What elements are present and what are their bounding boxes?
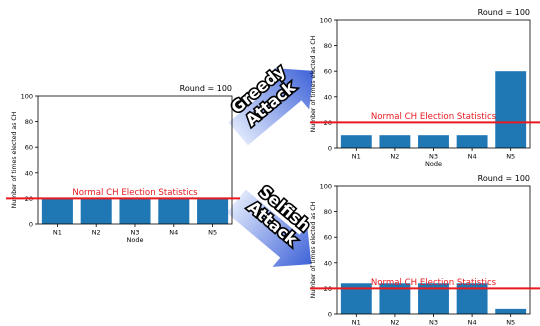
selfish-xtick-label-n5: N5 — [506, 319, 515, 326]
baseline-ytick-label-80: 80 — [25, 118, 33, 126]
selfish-ytick-label-0: 0 — [328, 311, 332, 319]
greedy-threshold-label: Normal CH Election Statistics — [371, 112, 497, 122]
baseline-chart: 020406080100N1N2N3N4N5Round = 100NodeNum… — [6, 84, 240, 244]
greedy-xtick-label-n3: N3 — [429, 153, 438, 161]
greedy-ytick-label-60: 60 — [324, 68, 332, 76]
baseline-ytick-label-100: 100 — [21, 93, 33, 101]
greedy-x-axis-label: Node — [425, 160, 442, 168]
greedy-bar-n4 — [456, 135, 488, 148]
selfish-bar-n5 — [495, 308, 527, 314]
baseline-bar-n3 — [119, 198, 151, 224]
selfish-ytick-label-80: 80 — [324, 208, 332, 216]
greedy-attack-chart: 020406080100N1N2N3N4N5Round = 100NodeNum… — [310, 8, 540, 168]
greedy-xtick-label-n4: N4 — [468, 153, 477, 161]
greedy-bar-n1 — [340, 135, 372, 148]
baseline-xtick-label-n2: N2 — [92, 229, 101, 237]
baseline-threshold-label: Normal CH Election Statistics — [72, 188, 198, 198]
selfish-chart-title: Round = 100 — [478, 174, 530, 183]
selfish-xtick-label-n3: N3 — [429, 319, 438, 326]
greedy-y-axis-label: Number of times elected as CH — [310, 35, 317, 132]
baseline-bar-n1 — [41, 198, 73, 224]
greedy-ytick-label-100: 100 — [320, 17, 332, 25]
selfish-arrow-shape — [226, 189, 312, 267]
greedy-ytick-label-80: 80 — [324, 42, 332, 50]
selfish-attack-chart: 020406080100N1N2N3N4N5Round = 100Number … — [310, 174, 540, 326]
baseline-xtick-label-n1: N1 — [53, 229, 62, 237]
baseline-x-axis-label: Node — [127, 236, 144, 244]
baseline-bar-n5 — [197, 198, 229, 224]
greedy-ytick-label-40: 40 — [324, 93, 332, 101]
baseline-xtick-label-n3: N3 — [131, 229, 140, 237]
baseline-bar-n2 — [80, 198, 112, 224]
baseline-y-axis-label: Number of times elected as CH — [11, 111, 18, 208]
baseline-ytick-label-60: 60 — [25, 144, 33, 152]
baseline-xtick-label-n5: N5 — [208, 229, 217, 237]
selfish-ytick-label-60: 60 — [324, 234, 332, 242]
baseline-ytick-label-0: 0 — [29, 221, 33, 229]
greedy-xtick-label-n1: N1 — [352, 153, 361, 161]
greedy-arrow-shape — [228, 68, 314, 146]
greedy-xtick-label-n2: N2 — [390, 153, 399, 161]
greedy-bar-n3 — [418, 135, 449, 148]
baseline-xtick-label-n4: N4 — [169, 229, 178, 237]
baseline-chart-title: Round = 100 — [180, 84, 232, 93]
baseline-bar-n4 — [158, 198, 190, 224]
greedy-xtick-label-n5: N5 — [506, 153, 515, 161]
selfish-xtick-label-n2: N2 — [390, 319, 399, 326]
selfish-threshold-label: Normal CH Election Statistics — [371, 278, 497, 288]
selfish-y-axis-label: Number of times elected as CH — [310, 201, 317, 298]
greedy-bar-n5 — [495, 71, 527, 148]
greedy-ytick-label-0: 0 — [328, 145, 332, 153]
greedy-chart-title: Round = 100 — [478, 8, 530, 17]
greedy-bar-n2 — [379, 135, 411, 148]
baseline-ytick-label-40: 40 — [25, 169, 33, 177]
selfish-ytick-label-40: 40 — [324, 259, 332, 267]
selfish-xtick-label-n4: N4 — [468, 319, 477, 326]
selfish-xtick-label-n1: N1 — [352, 319, 361, 326]
selfish-ytick-label-100: 100 — [320, 183, 332, 191]
